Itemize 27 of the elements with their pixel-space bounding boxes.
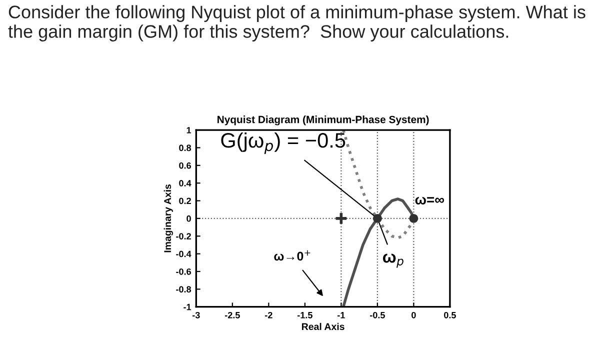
y-tick-label: 1	[186, 127, 192, 134]
y-tick-label: -0.2	[176, 233, 191, 240]
annotation: ω$_{p}$	[382, 254, 404, 268]
x-tick-label: 0	[412, 312, 416, 318]
y-tick-label: -1	[184, 304, 192, 310]
x-tick-label: -0.5	[370, 312, 385, 318]
y-tick-label: -0.4	[176, 250, 192, 258]
annotation: ω→0$^{+}$	[274, 250, 310, 261]
y-tick-label: -0.8	[176, 286, 192, 293]
y-tick-label: 0	[186, 215, 191, 222]
y-tick-label: -0.6	[176, 268, 191, 275]
text: Consider the following Nyquist plot of a minimum-phase system. What is the gain margin (GM) for this system? Show your calculations.	[8, 5, 586, 42]
x-axis-title: Real Axis	[302, 322, 344, 330]
x-tick-label: -1.5	[298, 312, 312, 318]
y-axis-title: Imaginary Axis	[164, 184, 173, 252]
y-tick-label: 0.4	[179, 180, 192, 186]
annotation: ω=∞	[415, 196, 444, 204]
y-tick-label: 0.8	[179, 144, 192, 152]
x-tick-label: -2.5	[224, 312, 240, 318]
x-tick-label: 0.5	[444, 312, 456, 318]
x-tick-label: -3	[192, 312, 200, 318]
x-tick-label: -1	[338, 312, 345, 318]
y-tick-label: 0.2	[179, 198, 191, 204]
x-tick-label: -2	[265, 312, 272, 318]
annotation: G(jω$_{p}$) = −0.5	[221, 132, 346, 154]
y-tick-label: 0.6	[179, 162, 191, 169]
chart-title: Nyquist Diagram (Minimum-Phase System)	[218, 116, 429, 126]
